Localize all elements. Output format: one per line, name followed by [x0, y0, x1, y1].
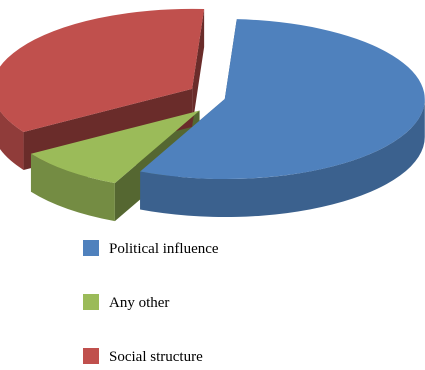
- chart-legend: Political influence Any other Social struc…: [83, 240, 219, 365]
- legend-swatch: [83, 348, 99, 364]
- pie-layer: [0, 8, 425, 222]
- legend-swatch: [83, 240, 99, 256]
- legend-swatch: [83, 294, 99, 310]
- legend-item-social-structure: Social structure: [83, 348, 203, 365]
- legend-item-any-other: Any other: [83, 294, 169, 311]
- pie-slice-social-structure: [0, 8, 205, 132]
- legend-item-political-influence: Political influence: [83, 240, 219, 257]
- pie-slice-any-other: [30, 110, 200, 184]
- pie-slice-wall-political-influence: [140, 99, 425, 218]
- pie-slice-political-influence: [140, 19, 425, 180]
- pie-slice-wall-any-other: [30, 153, 115, 222]
- pie-slice-side-social-structure: [192, 9, 205, 127]
- legend-label: Social structure: [109, 349, 203, 365]
- legend-label: Any other: [109, 295, 169, 311]
- pie-slice-wall-social-structure: [0, 111, 24, 170]
- legend-label: Political influence: [109, 241, 219, 257]
